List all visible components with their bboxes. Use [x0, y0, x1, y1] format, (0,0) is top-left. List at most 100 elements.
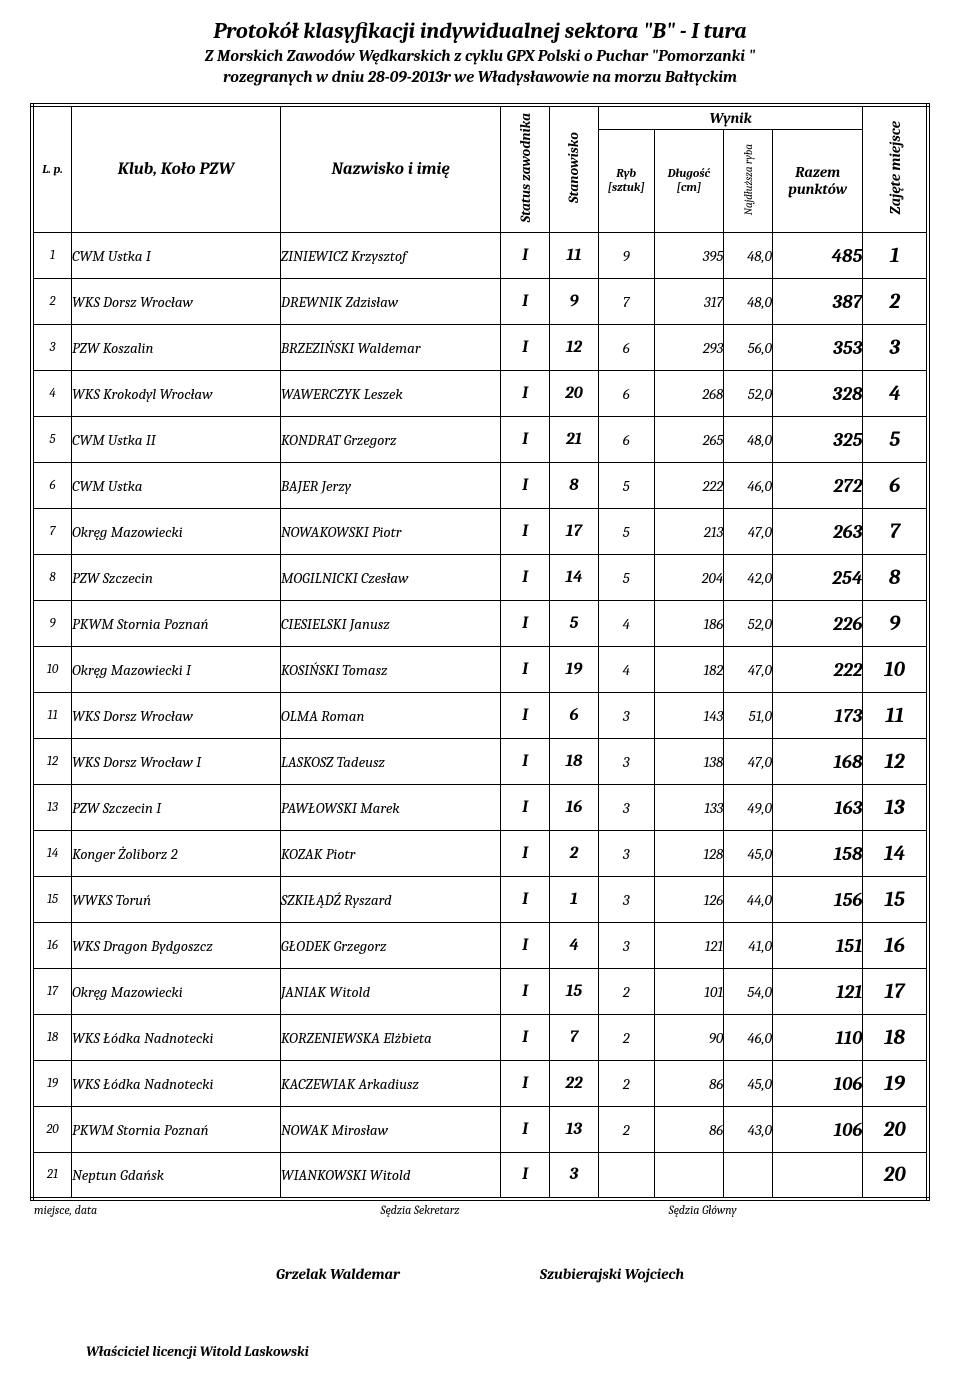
cell-zajete: 1 [863, 233, 928, 279]
cell-lp: 9 [32, 601, 71, 647]
cell-klub: CWM Ustka II [71, 417, 280, 463]
cell-status: I [501, 371, 550, 417]
cell-stanowisko: 12 [550, 325, 599, 371]
col-najdluzsza-label: Najdłuższa ryba [740, 138, 757, 221]
cell-razem: 328 [772, 371, 863, 417]
cell-ryb: 4 [598, 601, 654, 647]
cell-ryb: 2 [598, 1061, 654, 1107]
cell-dlugosc: 126 [654, 877, 724, 923]
cell-najdluzsza: 47,0 [724, 647, 773, 693]
cell-klub: WKS Krokodyl Wrocław [71, 371, 280, 417]
cell-nazwisko: ZINIEWICZ Krzysztof [280, 233, 501, 279]
cell-zajete: 20 [863, 1153, 928, 1199]
cell-lp: 10 [32, 647, 71, 693]
cell-dlugosc: 86 [654, 1107, 724, 1153]
cell-klub: CWM Ustka [71, 463, 280, 509]
cell-zajete: 19 [863, 1061, 928, 1107]
cell-razem: 325 [772, 417, 863, 463]
cell-zajete: 5 [863, 417, 928, 463]
cell-status: I [501, 923, 550, 969]
cell-zajete: 14 [863, 831, 928, 877]
cell-razem: 254 [772, 555, 863, 601]
cell-zajete: 11 [863, 693, 928, 739]
cell-nazwisko: BRZEZIŃSKI Waldemar [280, 325, 501, 371]
cell-dlugosc [654, 1153, 724, 1199]
cell-dlugosc: 86 [654, 1061, 724, 1107]
cell-najdluzsza: 45,0 [724, 831, 773, 877]
table-row: 10Okręg Mazowiecki IKOSIŃSKI TomaszI1941… [32, 647, 928, 693]
cell-status: I [501, 1153, 550, 1199]
footer-labels: miejsce, data Sędzia Sekretarz Sędzia Gł… [30, 1203, 930, 1217]
cell-zajete: 6 [863, 463, 928, 509]
cell-zajete: 17 [863, 969, 928, 1015]
cell-ryb: 3 [598, 693, 654, 739]
table-row: 13PZW Szczecin IPAWŁOWSKI MarekI16313349… [32, 785, 928, 831]
table-row: 7Okręg MazowieckiNOWAKOWSKI PiotrI175213… [32, 509, 928, 555]
cell-stanowisko: 16 [550, 785, 599, 831]
subtitle-line-2: rozegranych w dniu 28-09-2013r we Władys… [30, 67, 930, 89]
col-razem: Razem punktów [772, 129, 863, 233]
cell-ryb: 3 [598, 739, 654, 785]
footer-center: Sędzia Sekretarz [291, 1203, 548, 1217]
cell-dlugosc: 182 [654, 647, 724, 693]
subtitle-line-1: Z Morskich Zawodów Wędkarskich z cyklu G… [30, 46, 930, 68]
cell-razem: 353 [772, 325, 863, 371]
cell-status: I [501, 509, 550, 555]
cell-nazwisko: JANIAK Witold [280, 969, 501, 1015]
cell-ryb: 5 [598, 509, 654, 555]
cell-status: I [501, 417, 550, 463]
cell-lp: 16 [32, 923, 71, 969]
cell-razem: 163 [772, 785, 863, 831]
col-dlugosc: Długość [cm] [654, 129, 724, 233]
cell-razem: 222 [772, 647, 863, 693]
cell-status: I [501, 969, 550, 1015]
cell-klub: CWM Ustka I [71, 233, 280, 279]
cell-zajete: 20 [863, 1107, 928, 1153]
cell-status: I [501, 463, 550, 509]
footer-left: miejsce, data [34, 1203, 291, 1217]
table-row: 16WKS Dragon BydgoszczGŁODEK GrzegorzI43… [32, 923, 928, 969]
cell-nazwisko: KORZENIEWSKA Elżbieta [280, 1015, 501, 1061]
cell-najdluzsza: 44,0 [724, 877, 773, 923]
cell-najdluzsza: 47,0 [724, 739, 773, 785]
cell-dlugosc: 268 [654, 371, 724, 417]
cell-zajete: 18 [863, 1015, 928, 1061]
cell-status: I [501, 233, 550, 279]
cell-klub: Okręg Mazowiecki I [71, 647, 280, 693]
license-owner: Właściciel licencji Witold Laskowski [30, 1343, 930, 1360]
title-block: Protokół klasyfikacji indywidualnej sekt… [30, 18, 930, 89]
cell-klub: Okręg Mazowiecki [71, 509, 280, 555]
cell-ryb: 3 [598, 877, 654, 923]
cell-lp: 17 [32, 969, 71, 1015]
cell-stanowisko: 4 [550, 923, 599, 969]
cell-stanowisko: 15 [550, 969, 599, 1015]
cell-razem: 151 [772, 923, 863, 969]
cell-ryb: 2 [598, 1107, 654, 1153]
col-zajete-label: Zajęte miejsce [884, 115, 906, 220]
cell-najdluzsza: 56,0 [724, 325, 773, 371]
cell-zajete: 2 [863, 279, 928, 325]
cell-dlugosc: 138 [654, 739, 724, 785]
cell-nazwisko: SZKIŁĄDŹ Ryszard [280, 877, 501, 923]
table-row: 12WKS Dorsz Wrocław ILASKOSZ TadeuszI183… [32, 739, 928, 785]
cell-razem: 173 [772, 693, 863, 739]
cell-ryb: 2 [598, 969, 654, 1015]
cell-dlugosc: 121 [654, 923, 724, 969]
table-row: 20PKWM Stornia PoznańNOWAK MirosławI1328… [32, 1107, 928, 1153]
cell-stanowisko: 17 [550, 509, 599, 555]
cell-zajete: 4 [863, 371, 928, 417]
cell-status: I [501, 831, 550, 877]
cell-klub: WKS Łódka Nadnotecki [71, 1015, 280, 1061]
cell-nazwisko: NOWAKOWSKI Piotr [280, 509, 501, 555]
cell-lp: 20 [32, 1107, 71, 1153]
cell-razem: 168 [772, 739, 863, 785]
cell-nazwisko: WAWERCZYK Leszek [280, 371, 501, 417]
footer-right: Sędzia Główny [549, 1203, 926, 1217]
table-header: L. p. Klub, Koło PZW Nazwisko i imię Sta… [32, 105, 928, 233]
cell-klub: PZW Koszalin [71, 325, 280, 371]
cell-klub: PKWM Stornia Poznań [71, 601, 280, 647]
cell-razem: 106 [772, 1061, 863, 1107]
cell-stanowisko: 14 [550, 555, 599, 601]
col-klub: Klub, Koło PZW [71, 105, 280, 233]
table-row: 17Okręg MazowieckiJANIAK WitoldI15210154… [32, 969, 928, 1015]
